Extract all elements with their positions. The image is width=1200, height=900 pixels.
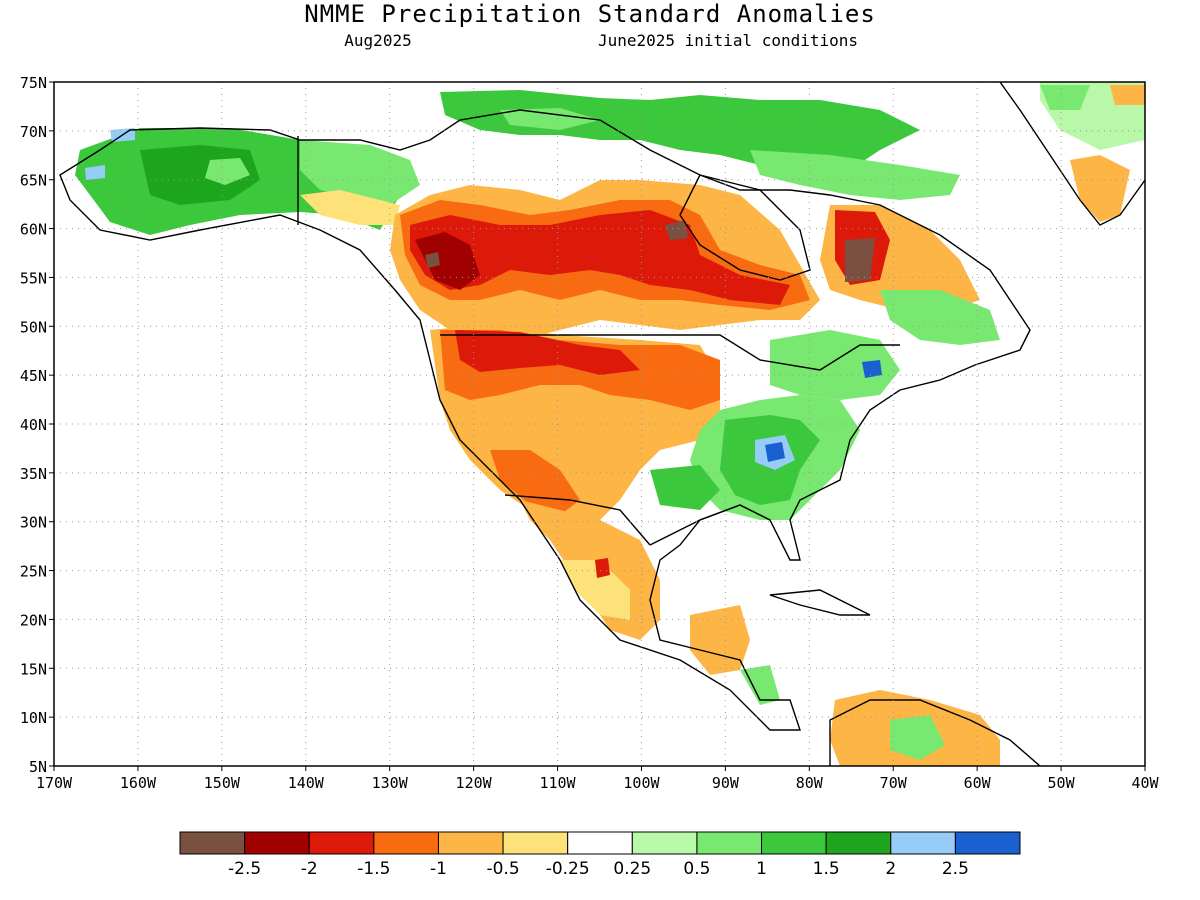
anomaly-greenland-orange — [1110, 85, 1145, 105]
anomaly-alaska-blue2 — [85, 165, 105, 180]
legend-label: -1.5 — [357, 859, 390, 879]
legend-swatch — [890, 831, 956, 855]
border-us-mexico — [504, 494, 651, 546]
anomaly-shading — [75, 82, 1145, 766]
lon-tick-label: 70W — [880, 774, 908, 792]
anomaly-canada-dry-crimson — [410, 210, 790, 305]
legend-swatch — [308, 831, 375, 855]
anomaly-mexico-yellow — [560, 560, 630, 620]
anomaly-canada-dry-brown — [425, 252, 440, 268]
lat-tick-label: 25N — [20, 563, 47, 581]
lat-tick-label: 60N — [20, 221, 47, 239]
legend-swatch — [825, 831, 892, 855]
lon-tick-label: 60W — [964, 774, 992, 792]
legend-label: -0.5 — [486, 859, 519, 879]
anomaly-alaska-light — [205, 158, 250, 185]
gulf-coast — [649, 504, 771, 546]
lat-lon-gridlines — [54, 82, 1145, 766]
lat-tick-label: 30N — [20, 514, 47, 532]
legend-label: -2.5 — [228, 859, 261, 879]
lat-tick-label: 65N — [20, 172, 47, 190]
lat-tick-label: 10N — [20, 709, 47, 727]
lat-tick-label: 15N — [20, 660, 47, 678]
lat-tick-label: 35N — [20, 465, 47, 483]
longitude-axis: 170W 160W 150W 140W 130W 120W 110W 100W 90W 80W 70… — [36, 766, 1160, 792]
anomaly-east-us-blue — [765, 442, 785, 462]
legend-swatch — [954, 831, 1021, 855]
coastlines — [59, 82, 1145, 766]
legend-label: 1.5 — [813, 859, 840, 879]
latitude-axis: 75N 70N 65N 60N 55N 50N 45N 40N 35N 30N 25N 20N 15N 1… — [20, 74, 54, 776]
lon-tick-label: 90W — [712, 774, 740, 792]
lon-tick-label: 130W — [372, 774, 409, 792]
legend-label: 2 — [885, 859, 896, 879]
legend-swatch — [179, 831, 246, 855]
lon-tick-label: 170W — [36, 774, 73, 792]
legend-swatch — [437, 831, 504, 855]
lon-tick-label: 140W — [288, 774, 325, 792]
legend-swatch — [244, 831, 310, 855]
legend-swatch — [373, 831, 439, 855]
legend-label: -0.25 — [546, 859, 590, 879]
legend-swatch — [567, 831, 633, 855]
anomaly-baffin-wet — [750, 150, 960, 200]
anomaly-northeast-blue — [862, 360, 882, 378]
border-us-canada — [440, 334, 900, 371]
legend-label: 1 — [756, 859, 767, 879]
legend-label: 0.25 — [613, 859, 651, 879]
lat-tick-label: 55N — [20, 269, 47, 287]
anomaly-central-america-dry — [690, 605, 750, 675]
anomaly-canada-dry-dark — [415, 232, 480, 290]
anomaly-mexico-red — [595, 558, 610, 578]
lon-tick-label: 120W — [456, 774, 493, 792]
caribbean-cuba — [770, 590, 870, 615]
coastline-cuba — [769, 589, 871, 616]
legend-swatch — [761, 831, 827, 855]
anomaly-quebec-brown — [845, 238, 875, 282]
lat-tick-label: 45N — [20, 367, 47, 385]
anomaly-great-lakes-wet — [770, 330, 900, 400]
lat-tick-label: 40N — [20, 416, 47, 434]
anomaly-greenland-green — [1040, 85, 1090, 110]
lon-tick-label: 50W — [1048, 774, 1076, 792]
subtitle-month: Aug2025 — [344, 31, 411, 50]
lat-tick-label: 5N — [29, 758, 47, 776]
legend-label: 2.5 — [942, 859, 969, 879]
subtitle-initial-conditions: June2025 initial conditions — [598, 31, 858, 50]
legend-label: 0.5 — [683, 859, 710, 879]
anomaly-yukon-yellow — [300, 190, 400, 225]
map-title: NMME Precipitation Standard Anomalies — [304, 0, 876, 28]
lon-tick-label: 110W — [539, 774, 576, 792]
legend-label: -2 — [301, 859, 318, 879]
lat-tick-label: 20N — [20, 611, 47, 629]
anomaly-central-america-green — [740, 665, 780, 705]
lon-tick-label: 80W — [796, 774, 824, 792]
anomaly-south-america-green — [890, 715, 945, 760]
coastline-south-america — [829, 699, 1041, 766]
anomaly-us-nw-red — [455, 330, 640, 375]
lon-tick-label: 100W — [623, 774, 660, 792]
lon-tick-label: 40W — [1131, 774, 1159, 792]
anomaly-color-legend: -2.5 -2 -1.5 -1 -0.5 -0.25 0.25 0.5 1 1.5 2 2.5 — [179, 831, 1021, 879]
anomaly-southeast-green — [650, 465, 720, 510]
lon-tick-label: 160W — [120, 774, 157, 792]
anomaly-hudson-brown — [665, 220, 688, 240]
lat-tick-label: 75N — [20, 74, 47, 92]
legend-swatch — [631, 831, 698, 855]
anomaly-arctic-light — [500, 108, 600, 130]
coastline-greenland — [999, 82, 1145, 226]
anomaly-yukon-wet — [300, 140, 420, 205]
legend-swatch — [696, 831, 763, 855]
lat-tick-label: 70N — [20, 123, 47, 141]
lon-tick-label: 150W — [204, 774, 241, 792]
legend-label: -1 — [430, 859, 447, 879]
lat-tick-label: 50N — [20, 318, 47, 336]
legend-swatch — [502, 831, 569, 855]
map-plot-area — [54, 82, 1145, 766]
anomaly-maritimes-wet — [880, 290, 1000, 345]
coastline-hudson-bay — [679, 174, 811, 281]
